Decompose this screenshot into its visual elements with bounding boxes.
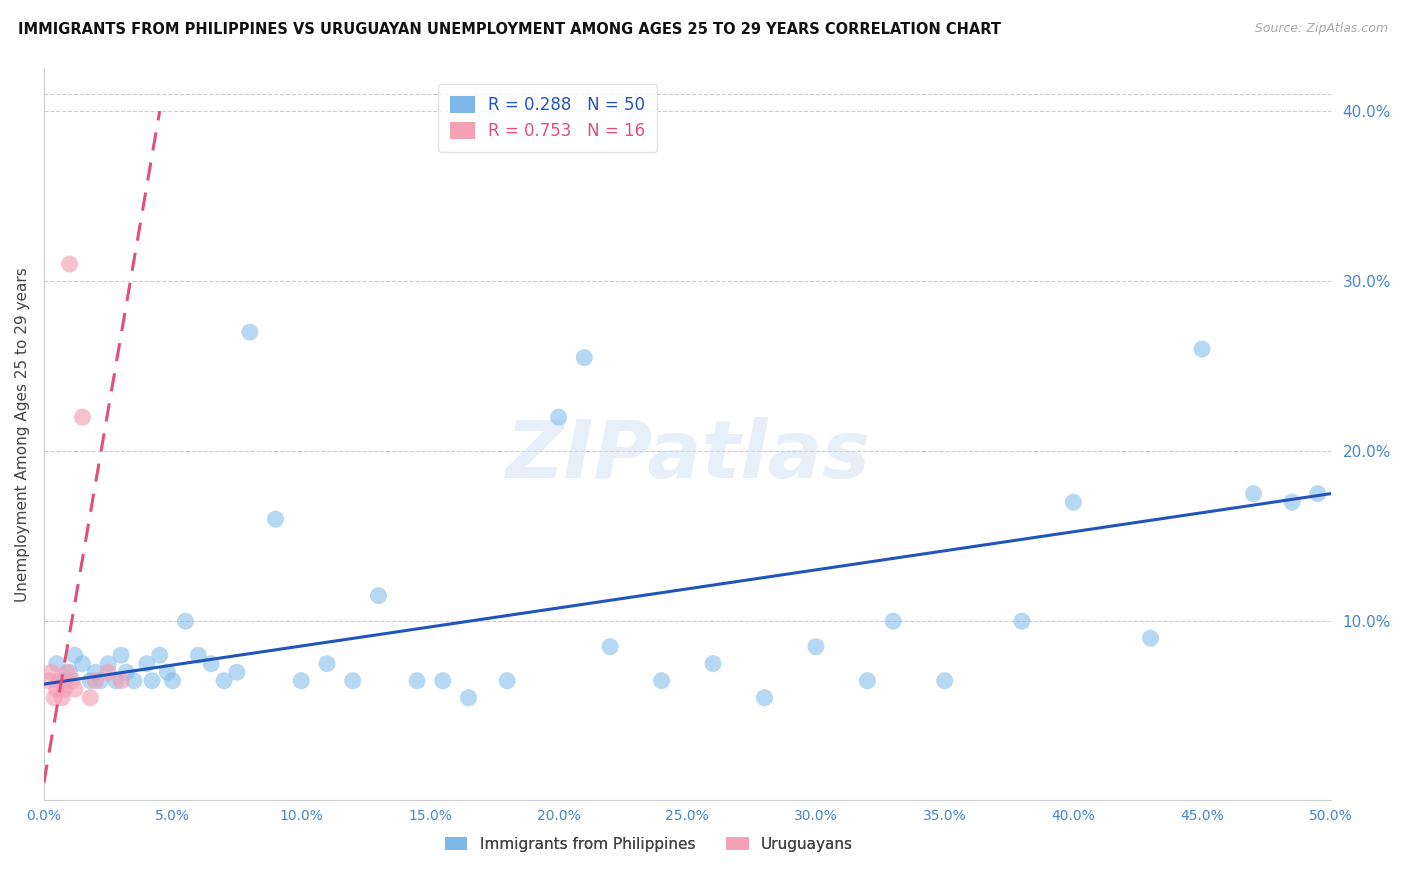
Point	[264, 512, 287, 526]
Point	[56, 665, 79, 680]
Point	[45, 657, 67, 671]
Point	[104, 673, 127, 688]
Point	[290, 673, 312, 688]
Point	[406, 673, 429, 688]
Text: IMMIGRANTS FROM PHILIPPINES VS URUGUAYAN UNEMPLOYMENT AMONG AGES 25 TO 29 YEARS : IMMIGRANTS FROM PHILIPPINES VS URUGUAYAN…	[18, 22, 1001, 37]
Point	[72, 410, 94, 425]
Point	[574, 351, 596, 365]
Point	[1281, 495, 1303, 509]
Point	[63, 648, 86, 663]
Point	[135, 657, 157, 671]
Point	[89, 673, 111, 688]
Point	[1306, 486, 1329, 500]
Point	[51, 690, 73, 705]
Point	[432, 673, 454, 688]
Point	[342, 673, 364, 688]
Point	[122, 673, 145, 688]
Point	[212, 673, 235, 688]
Point	[1191, 342, 1213, 356]
Point	[53, 673, 76, 688]
Point	[156, 665, 179, 680]
Point	[115, 665, 138, 680]
Point	[38, 673, 60, 688]
Point	[496, 673, 519, 688]
Point	[316, 657, 339, 671]
Point	[59, 665, 82, 680]
Point	[97, 657, 120, 671]
Point	[162, 673, 184, 688]
Legend: Immigrants from Philippines, Uruguayans: Immigrants from Philippines, Uruguayans	[439, 830, 859, 858]
Point	[187, 648, 209, 663]
Point	[110, 673, 132, 688]
Point	[200, 657, 222, 671]
Point	[97, 665, 120, 680]
Point	[1062, 495, 1084, 509]
Point	[1011, 614, 1033, 628]
Point	[79, 673, 101, 688]
Point	[45, 682, 67, 697]
Point	[1243, 486, 1265, 500]
Text: Source: ZipAtlas.com: Source: ZipAtlas.com	[1254, 22, 1388, 36]
Point	[651, 673, 673, 688]
Point	[934, 673, 956, 688]
Point	[53, 682, 76, 697]
Point	[141, 673, 163, 688]
Y-axis label: Unemployment Among Ages 25 to 29 years: Unemployment Among Ages 25 to 29 years	[15, 267, 30, 601]
Point	[225, 665, 247, 680]
Point	[547, 410, 569, 425]
Point	[48, 673, 70, 688]
Point	[44, 690, 66, 705]
Point	[882, 614, 904, 628]
Point	[1139, 631, 1161, 645]
Point	[84, 673, 107, 688]
Point	[754, 690, 776, 705]
Point	[367, 589, 389, 603]
Text: ZIPatlas: ZIPatlas	[505, 417, 870, 495]
Point	[59, 257, 82, 271]
Point	[457, 690, 479, 705]
Point	[60, 673, 83, 688]
Point	[110, 648, 132, 663]
Point	[174, 614, 197, 628]
Point	[239, 325, 262, 339]
Point	[149, 648, 172, 663]
Point	[702, 657, 724, 671]
Point	[856, 673, 879, 688]
Point	[599, 640, 621, 654]
Point	[84, 665, 107, 680]
Point	[79, 690, 101, 705]
Point	[63, 682, 86, 697]
Point	[72, 657, 94, 671]
Point	[804, 640, 827, 654]
Point	[41, 665, 63, 680]
